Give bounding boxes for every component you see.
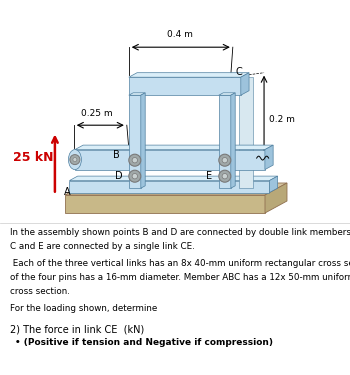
Text: For the loading shown, determine: For the loading shown, determine (10, 304, 157, 313)
Circle shape (132, 158, 138, 163)
Text: 2) The force in link CE  (kN): 2) The force in link CE (kN) (10, 324, 144, 334)
Polygon shape (129, 95, 141, 188)
Circle shape (222, 174, 228, 179)
Polygon shape (129, 77, 241, 95)
Text: A: A (64, 187, 70, 196)
Circle shape (222, 158, 228, 163)
Text: Each of the three vertical links has an 8x 40-mm uniform rectangular cross secti: Each of the three vertical links has an … (10, 259, 350, 268)
Polygon shape (75, 145, 273, 150)
Text: • (Positive if tension and Negative if compression): • (Positive if tension and Negative if c… (15, 338, 273, 347)
Circle shape (70, 154, 80, 165)
Polygon shape (265, 145, 273, 170)
Text: E: E (206, 171, 212, 181)
Polygon shape (69, 176, 278, 181)
Text: In the assembly shown points B and D are connected by double link members BD and: In the assembly shown points B and D are… (10, 228, 350, 237)
Text: B: B (113, 150, 120, 160)
Circle shape (219, 170, 231, 182)
Polygon shape (141, 93, 145, 188)
Polygon shape (219, 93, 235, 95)
Polygon shape (65, 195, 265, 213)
Polygon shape (241, 73, 249, 95)
Polygon shape (231, 93, 235, 188)
Circle shape (129, 154, 141, 166)
Polygon shape (65, 183, 287, 195)
Circle shape (73, 158, 77, 162)
Text: cross section.: cross section. (10, 287, 70, 296)
Polygon shape (239, 77, 253, 188)
Text: C and E are connected by a single link CE.: C and E are connected by a single link C… (10, 242, 195, 251)
Ellipse shape (68, 150, 82, 170)
Circle shape (129, 170, 141, 182)
Polygon shape (75, 150, 265, 170)
Text: C: C (236, 67, 242, 77)
Text: 25 kN: 25 kN (13, 151, 53, 164)
Polygon shape (129, 93, 145, 95)
Circle shape (132, 174, 138, 179)
Polygon shape (69, 181, 270, 193)
Text: D: D (115, 171, 122, 181)
Polygon shape (265, 183, 287, 213)
Polygon shape (129, 73, 249, 77)
Text: 0.4 m: 0.4 m (167, 30, 193, 39)
Polygon shape (270, 176, 278, 193)
Text: of the four pins has a 16-mm diameter. Member ABC has a 12x 50-mm uniform rectan: of the four pins has a 16-mm diameter. M… (10, 273, 350, 282)
Text: 0.2 m: 0.2 m (269, 115, 295, 124)
Polygon shape (219, 95, 231, 188)
Circle shape (219, 154, 231, 166)
Text: 0.25 m: 0.25 m (82, 109, 113, 118)
